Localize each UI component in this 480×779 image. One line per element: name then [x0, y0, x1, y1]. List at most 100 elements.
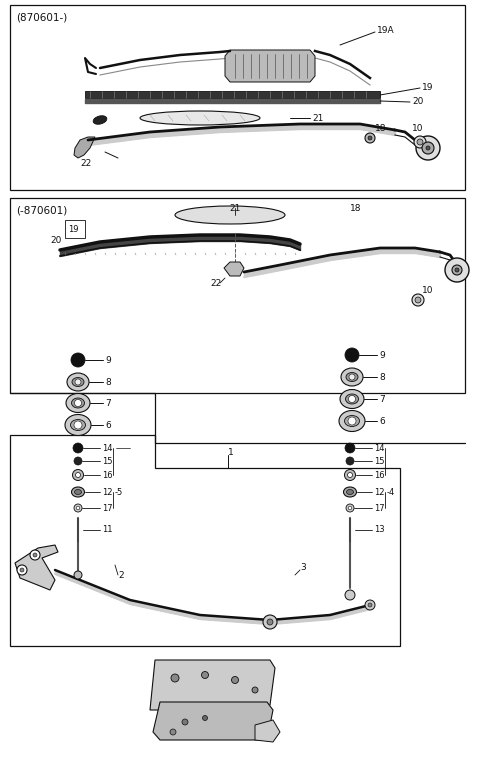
- Circle shape: [348, 473, 352, 478]
- Ellipse shape: [66, 393, 90, 413]
- Ellipse shape: [346, 394, 359, 404]
- Text: 10: 10: [412, 124, 423, 132]
- Text: 9: 9: [105, 355, 111, 365]
- Circle shape: [345, 470, 356, 481]
- Text: 10: 10: [422, 285, 433, 294]
- Circle shape: [452, 265, 462, 275]
- Ellipse shape: [341, 368, 363, 386]
- Ellipse shape: [93, 116, 107, 125]
- Circle shape: [182, 719, 188, 725]
- Circle shape: [75, 379, 81, 385]
- Circle shape: [71, 353, 85, 367]
- Ellipse shape: [71, 420, 85, 431]
- Circle shape: [30, 550, 40, 560]
- Circle shape: [75, 473, 81, 478]
- Circle shape: [74, 421, 82, 429]
- Text: 16: 16: [374, 471, 384, 480]
- Bar: [10, 5, 465, 190]
- Circle shape: [170, 729, 176, 735]
- Ellipse shape: [345, 415, 360, 426]
- Ellipse shape: [175, 206, 285, 224]
- Circle shape: [171, 674, 179, 682]
- Circle shape: [417, 139, 423, 145]
- Circle shape: [203, 715, 207, 721]
- Text: 19A: 19A: [377, 26, 395, 34]
- Circle shape: [368, 603, 372, 607]
- Circle shape: [422, 142, 434, 154]
- Circle shape: [345, 443, 355, 453]
- Text: 7: 7: [105, 399, 111, 407]
- Circle shape: [33, 553, 37, 557]
- Ellipse shape: [347, 489, 353, 495]
- Text: 15: 15: [102, 456, 112, 466]
- Circle shape: [346, 504, 354, 512]
- Circle shape: [348, 396, 356, 403]
- Ellipse shape: [72, 487, 84, 497]
- Text: 8: 8: [379, 372, 385, 382]
- Ellipse shape: [140, 111, 260, 125]
- Circle shape: [76, 506, 80, 509]
- Text: 19: 19: [68, 224, 79, 234]
- Text: (-870601): (-870601): [16, 205, 67, 215]
- Text: 14: 14: [374, 443, 384, 453]
- Ellipse shape: [344, 487, 357, 497]
- Text: 14: 14: [102, 443, 112, 453]
- Ellipse shape: [72, 398, 84, 408]
- Text: 18: 18: [350, 203, 361, 213]
- Circle shape: [73, 443, 83, 453]
- Ellipse shape: [339, 411, 365, 432]
- Circle shape: [365, 600, 375, 610]
- Text: 6: 6: [105, 421, 111, 429]
- Polygon shape: [74, 137, 95, 158]
- Text: 13: 13: [374, 526, 384, 534]
- Circle shape: [426, 146, 430, 150]
- Circle shape: [252, 687, 258, 693]
- Text: 17: 17: [102, 503, 113, 513]
- Circle shape: [348, 417, 356, 425]
- Ellipse shape: [340, 390, 364, 408]
- Text: 19: 19: [422, 83, 433, 91]
- Circle shape: [345, 348, 359, 362]
- Text: 17: 17: [374, 503, 384, 513]
- Text: 2: 2: [118, 570, 124, 580]
- Circle shape: [231, 676, 239, 683]
- Bar: [65, 220, 85, 238]
- Circle shape: [455, 268, 459, 272]
- Polygon shape: [85, 91, 380, 98]
- Circle shape: [17, 565, 27, 575]
- Text: 16: 16: [102, 471, 113, 480]
- Circle shape: [74, 571, 82, 579]
- Circle shape: [263, 615, 277, 629]
- Text: -5: -5: [115, 488, 123, 496]
- Circle shape: [345, 590, 355, 600]
- Circle shape: [416, 136, 440, 160]
- Text: 15: 15: [374, 456, 384, 466]
- Circle shape: [445, 258, 469, 282]
- Text: 22: 22: [210, 279, 221, 287]
- Text: 12: 12: [374, 488, 384, 496]
- Polygon shape: [15, 545, 58, 590]
- Circle shape: [202, 671, 208, 679]
- Text: 21: 21: [312, 114, 324, 122]
- Circle shape: [20, 568, 24, 572]
- Circle shape: [415, 297, 421, 303]
- Polygon shape: [153, 702, 273, 740]
- Text: 9: 9: [379, 351, 385, 359]
- Circle shape: [365, 133, 375, 143]
- Bar: [10, 198, 465, 393]
- Text: 22: 22: [80, 158, 91, 167]
- Ellipse shape: [65, 414, 91, 435]
- Text: 21: 21: [229, 203, 240, 213]
- Circle shape: [414, 136, 426, 148]
- Text: 11: 11: [102, 526, 112, 534]
- Circle shape: [349, 374, 355, 380]
- Text: 3: 3: [300, 563, 306, 573]
- Text: -4: -4: [387, 488, 395, 496]
- Text: 1: 1: [228, 447, 234, 456]
- Circle shape: [74, 457, 82, 465]
- Circle shape: [412, 294, 424, 306]
- Polygon shape: [225, 50, 315, 82]
- Polygon shape: [255, 720, 280, 742]
- Circle shape: [267, 619, 273, 625]
- Polygon shape: [224, 262, 244, 276]
